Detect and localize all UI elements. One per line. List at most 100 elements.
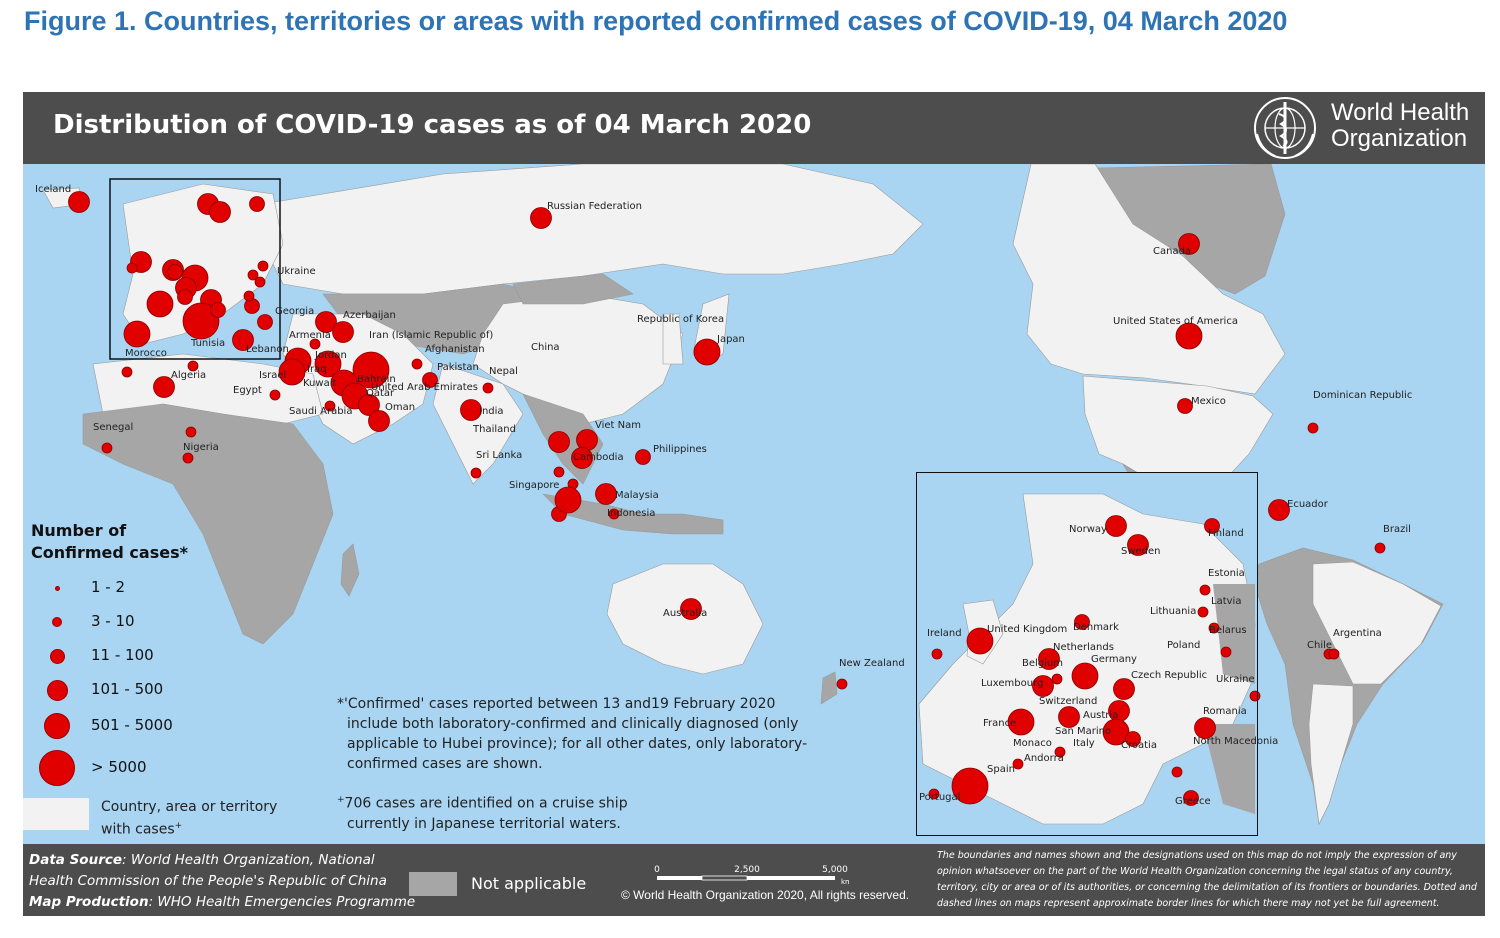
legend-class-label: > 5000 bbox=[91, 758, 147, 776]
inset-country-label: Germany bbox=[1091, 654, 1137, 665]
case-bubble bbox=[1171, 766, 1183, 778]
source-line1: : World Health Organization, National bbox=[122, 852, 375, 868]
case-bubble bbox=[1074, 614, 1090, 630]
case-bubble bbox=[358, 394, 380, 416]
inset-country-label: France bbox=[983, 718, 1017, 729]
legend-title-line2: Confirmed cases* bbox=[31, 543, 188, 562]
land-russia bbox=[262, 164, 924, 295]
case-bubble bbox=[1328, 648, 1340, 660]
country-label: China bbox=[531, 342, 560, 353]
copyright: © World Health Organization 2020, All ri… bbox=[621, 888, 910, 902]
footnote-confirmed: *'Confirmed' cases reported between 13 a… bbox=[337, 694, 857, 774]
case-bubble bbox=[1175, 322, 1203, 350]
country-label: United States of America bbox=[1113, 316, 1238, 327]
case-bubble bbox=[1054, 746, 1066, 758]
scale-unit: km bbox=[841, 878, 849, 886]
country-label: United Arab Emirates bbox=[371, 382, 479, 393]
inset-country-label: North Macedonia bbox=[1193, 736, 1279, 747]
country-label: Armenia bbox=[289, 330, 331, 341]
legend-row: 1 - 2 bbox=[23, 573, 223, 603]
inset-country-label: Latvia bbox=[1211, 596, 1242, 607]
footnote-cruise-2: currently in Japanese territorial waters… bbox=[347, 815, 621, 832]
land-new-zealand bbox=[820, 671, 838, 705]
legend-row: 3 - 10 bbox=[23, 607, 223, 637]
legend-swatch-not-applicable bbox=[409, 872, 457, 896]
case-bubble bbox=[209, 201, 231, 223]
production-line: : WHO Health Emergencies Programme bbox=[148, 894, 416, 910]
case-bubble bbox=[422, 372, 438, 388]
footer-source: Data Source: World Health Organization, … bbox=[29, 850, 415, 913]
case-bubble bbox=[167, 264, 183, 280]
footnote-cruise-1: 706 cases are identified on a cruise shi… bbox=[344, 795, 628, 812]
case-bubble bbox=[254, 276, 266, 288]
case-bubble bbox=[1204, 518, 1220, 534]
land-indonesia bbox=[542, 493, 724, 535]
disclaimer: The boundaries and names shown and the d… bbox=[937, 850, 1477, 909]
case-bubble bbox=[324, 400, 336, 412]
country-label: Lebanon bbox=[246, 344, 289, 355]
inset-country-label: Belarus bbox=[1209, 625, 1247, 636]
inset-country-label: Switzerland bbox=[1039, 696, 1098, 707]
inset-country-label: Andorra bbox=[1024, 753, 1064, 764]
legend-row: 11 - 100 bbox=[23, 641, 223, 671]
case-bubble bbox=[232, 329, 254, 351]
country-label: Kuwait bbox=[303, 378, 337, 389]
case-bubble bbox=[554, 486, 582, 514]
case-bubble bbox=[309, 338, 321, 350]
case-bubble bbox=[1208, 622, 1220, 634]
scale-label-5000: 5,000 bbox=[822, 865, 848, 875]
inset-country-label: Lithuania bbox=[1150, 606, 1197, 617]
scale-bar: 0 2,500 5,000 km bbox=[654, 865, 849, 886]
legend-swatch-country-with-cases bbox=[23, 798, 89, 830]
case-bubble bbox=[243, 290, 255, 302]
country-label: Argentina bbox=[1333, 628, 1382, 639]
case-bubble bbox=[332, 321, 354, 343]
land-canada bbox=[1012, 164, 1286, 395]
case-bubble bbox=[470, 467, 482, 479]
legend-country-line1: Country, area or territory bbox=[101, 799, 278, 815]
land-china bbox=[472, 293, 684, 425]
legend-country-line2: with cases bbox=[101, 821, 175, 838]
who-name-line1: World Health bbox=[1331, 99, 1470, 126]
country-label: Georgia bbox=[275, 306, 315, 317]
case-bubble bbox=[635, 449, 651, 465]
country-label: Israel bbox=[259, 370, 287, 381]
legend-bubble-icon bbox=[54, 585, 60, 591]
legend-row: 101 - 500 bbox=[23, 675, 223, 705]
case-bubble bbox=[1177, 398, 1193, 414]
country-label: Ecuador bbox=[1287, 499, 1328, 510]
legend-country-sup: + bbox=[174, 821, 183, 831]
case-bubble bbox=[595, 483, 617, 505]
case-bubble bbox=[1197, 606, 1209, 618]
inset-country-label: Monaco bbox=[1013, 738, 1052, 749]
europe-frame-world bbox=[109, 178, 281, 360]
country-label: Nepal bbox=[489, 366, 518, 377]
inset-country-label: Denmark bbox=[1073, 622, 1119, 633]
case-bubble bbox=[257, 260, 269, 272]
case-bubble bbox=[680, 598, 702, 620]
case-bubble bbox=[1113, 678, 1135, 700]
country-label: Morocco bbox=[125, 348, 167, 359]
footnote-cruise: +706 cases are identified on a cruise sh… bbox=[337, 790, 857, 834]
country-label: Oman bbox=[385, 402, 416, 413]
case-bubble bbox=[1194, 717, 1216, 739]
case-bubble bbox=[315, 311, 337, 333]
case-bubble bbox=[249, 196, 265, 212]
legend-row: > 5000 bbox=[23, 750, 223, 786]
case-bubble bbox=[1102, 718, 1130, 746]
case-bubble bbox=[553, 466, 565, 478]
legend-bubble-icon bbox=[39, 750, 75, 786]
case-bubble bbox=[185, 426, 197, 438]
land-mongolia bbox=[512, 273, 634, 305]
case-bubble bbox=[576, 429, 598, 451]
country-label: Ukraine bbox=[277, 266, 316, 277]
case-bubble bbox=[153, 376, 175, 398]
country-label: Sri Lanka bbox=[476, 450, 523, 461]
case-bubble bbox=[966, 627, 994, 655]
country-label: Malaysia bbox=[615, 490, 659, 501]
case-bubble bbox=[1051, 673, 1063, 685]
case-bubble bbox=[1127, 534, 1149, 556]
case-bubble bbox=[126, 262, 138, 274]
case-bubble bbox=[257, 314, 273, 330]
case-bubble bbox=[182, 302, 220, 340]
